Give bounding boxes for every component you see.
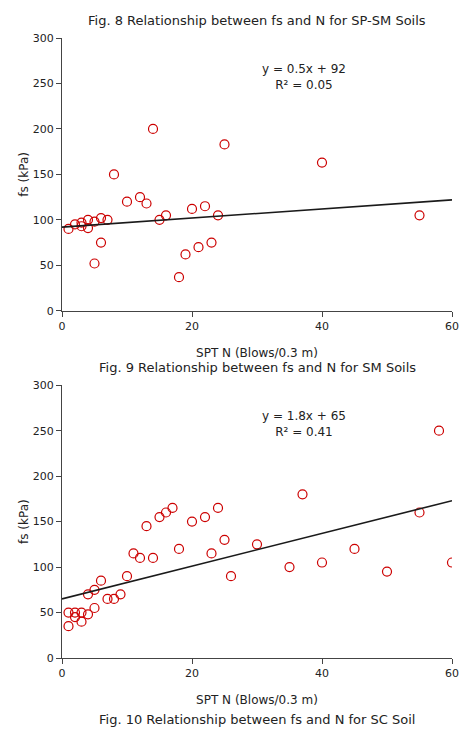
svg-text:300: 300 — [33, 379, 54, 392]
svg-text:200: 200 — [33, 470, 54, 483]
svg-text:Fig. 9 Relationship between fs: Fig. 9 Relationship between fs and N for… — [99, 360, 416, 375]
svg-text:0: 0 — [59, 667, 66, 680]
svg-text:40: 40 — [315, 667, 329, 680]
svg-text:150: 150 — [33, 515, 54, 528]
svg-text:0: 0 — [47, 652, 54, 665]
svg-text:SPT N (Blows/0.3 m): SPT N (Blows/0.3 m) — [196, 693, 318, 707]
svg-text:100: 100 — [33, 214, 54, 227]
svg-text:50: 50 — [40, 606, 54, 619]
svg-text:SPT N (Blows/0.3 m): SPT N (Blows/0.3 m) — [196, 346, 318, 360]
svg-text:50: 50 — [40, 259, 54, 272]
svg-text:0: 0 — [59, 320, 66, 333]
svg-text:20: 20 — [185, 320, 199, 333]
svg-text:150: 150 — [33, 168, 54, 181]
svg-text:300: 300 — [33, 32, 54, 45]
svg-text:40: 40 — [315, 320, 329, 333]
svg-text:fs (kPa): fs (kPa) — [17, 152, 31, 197]
svg-text:Fig. 8 Relationship between fs: Fig. 8 Relationship between fs and N for… — [88, 13, 426, 28]
svg-text:250: 250 — [33, 77, 54, 90]
svg-text:100: 100 — [33, 561, 54, 574]
svg-text:250: 250 — [33, 425, 54, 438]
svg-text:0: 0 — [47, 305, 54, 318]
svg-text:y = 1.8x + 65R² = 0.41: y = 1.8x + 65R² = 0.41 — [262, 409, 346, 439]
svg-text:60: 60 — [445, 320, 459, 333]
svg-text:20: 20 — [185, 667, 199, 680]
svg-text:200: 200 — [33, 123, 54, 136]
svg-text:60: 60 — [445, 667, 459, 680]
svg-text:Fig. 10 Relationship between f: Fig. 10 Relationship between fs and N fo… — [99, 712, 415, 727]
svg-text:fs (kPa): fs (kPa) — [17, 499, 31, 544]
svg-text:y = 0.5x + 92R² = 0.05: y = 0.5x + 92R² = 0.05 — [262, 62, 346, 92]
